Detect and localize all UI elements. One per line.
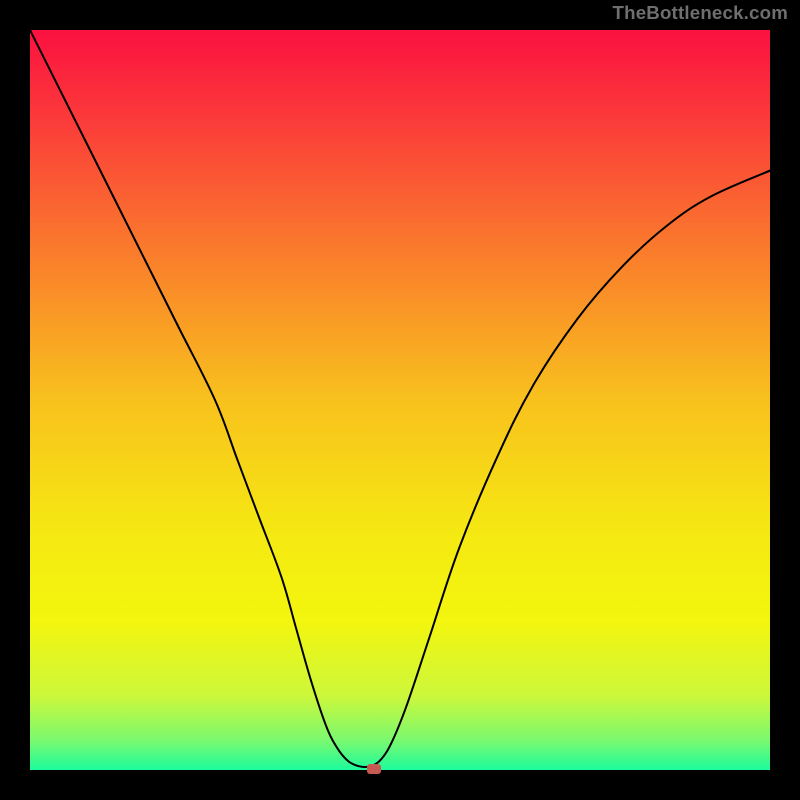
plot-area (30, 30, 770, 770)
bottleneck-curve (30, 30, 770, 767)
curve-svg (30, 30, 770, 770)
watermark-text: TheBottleneck.com (613, 2, 789, 24)
min-marker (367, 764, 381, 774)
chart-stage: TheBottleneck.com (0, 0, 800, 800)
